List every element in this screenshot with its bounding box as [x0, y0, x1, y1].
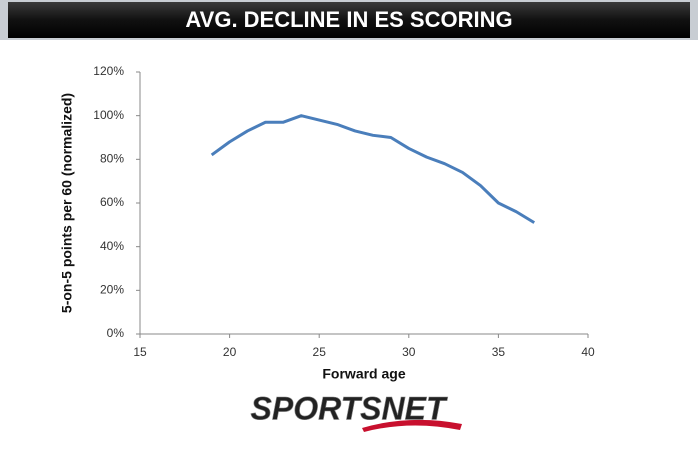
header-bar: [8, 2, 690, 38]
x-tick-label: 15: [133, 345, 147, 359]
x-tick-label: 20: [223, 345, 237, 359]
y-tick-label: 80%: [100, 152, 124, 166]
y-tick-label: 40%: [100, 239, 124, 253]
x-tick-label: 30: [402, 345, 416, 359]
logo-swoosh: [362, 419, 462, 432]
y-axis-label: 5-on-5 points per 60 (normalized): [59, 93, 75, 313]
y-tick-label: 120%: [93, 64, 124, 78]
logo-text: SPORTSNET: [251, 390, 448, 426]
y-tick-label: 0%: [107, 326, 125, 340]
logo: SPORTSNET: [250, 390, 462, 432]
x-tick-label: 25: [313, 345, 327, 359]
chart-title: AVG. DECLINE IN ES SCORING: [185, 7, 512, 32]
x-tick-label: 40: [581, 345, 595, 359]
y-tick-label: 100%: [93, 108, 124, 122]
x-tick-label: 35: [492, 345, 506, 359]
x-axis-label: Forward age: [322, 366, 405, 382]
y-tick-label: 20%: [100, 283, 124, 297]
y-tick-label: 60%: [100, 195, 124, 209]
line-series: [210, 114, 536, 224]
